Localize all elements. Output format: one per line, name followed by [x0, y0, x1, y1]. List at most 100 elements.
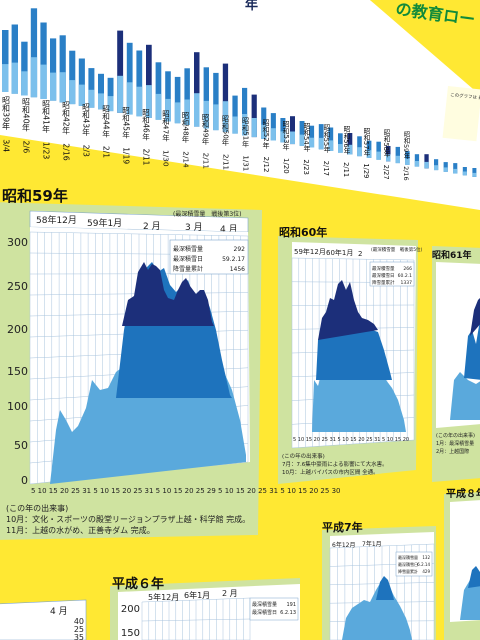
- col-label-h7-jan: 7年1月: [362, 540, 382, 548]
- top-strip-bar-lower: [146, 85, 152, 118]
- top-strip-bar: [309, 125, 315, 148]
- stat-h7-label-date: 最深積雪日: [398, 561, 418, 567]
- panel-showa59-stats-box: [169, 239, 249, 275]
- top-strip-bar: [126, 42, 133, 115]
- y-tick-300: 300: [7, 236, 28, 249]
- top-strip-bar: [443, 162, 448, 172]
- top-strip-date-label: 2/11: [202, 153, 211, 169]
- top-strip-bar-lower: [107, 96, 114, 112]
- top-strip-bar-lower: [472, 172, 477, 177]
- top-strip-date-label: 2/6: [22, 141, 31, 154]
- event-s61-line-1: 1月：最深積雪量: [436, 440, 474, 447]
- top-strip-year-label: 昭和56年: [342, 126, 350, 156]
- top-strip-bar-lower: [462, 171, 467, 176]
- top-strip-bar-lower: [434, 165, 439, 171]
- top-strip-year-label: 昭和39年: [2, 96, 11, 131]
- panel-bottom-left-frame: [0, 599, 87, 640]
- event-line-1: 10月：文化・スポーツの殿堂リージョンプラザ上越・科学館 完成。: [6, 514, 250, 524]
- top-strip-year-label: 昭和40年: [21, 98, 30, 133]
- top-strip-bar-lower: [136, 86, 143, 117]
- stat-h6-value-date: 6.2.13: [280, 610, 296, 616]
- top-strip-bar-lower: [165, 98, 171, 122]
- top-strip-date-label: 2/11: [222, 154, 231, 170]
- col-label-s60-dec: 59年12月: [294, 247, 326, 256]
- col-label-s60-jan: 60年1月: [326, 248, 353, 257]
- top-strip-bar: [242, 87, 248, 136]
- top-strip-bar: [251, 94, 257, 138]
- top-strip-date-label: 2/1: [102, 146, 111, 158]
- snow-area-s61-light: [450, 372, 480, 420]
- stat-s60-value-date: 60.2.1: [398, 273, 412, 279]
- panel-heisei7-stats-box: [395, 551, 433, 577]
- stat-value-date: 59.2.17: [222, 256, 245, 263]
- top-strip-bar-lower: [280, 131, 286, 143]
- col-label-jan: 59年1月: [87, 217, 122, 229]
- top-strip-year-label: 昭和49年: [202, 114, 211, 146]
- event-s60-line-2: 10月：上越バイパスの市内区間 全通。: [282, 468, 379, 476]
- top-strip-bar-lower: [78, 84, 85, 106]
- y-tick-50: 50: [14, 439, 28, 452]
- top-strip-bar: [270, 113, 276, 141]
- top-strip-bar: [21, 41, 28, 96]
- top-strip-bar-lower: [155, 93, 162, 120]
- stat-h6-value-depth: 191: [286, 602, 296, 608]
- top-strip-bar-lower: [386, 154, 391, 162]
- top-strip-bar: [347, 133, 353, 155]
- legend-title-s60: (最深積雪量 戦後第5位): [371, 246, 423, 253]
- panel-showa60-title: 昭和60年: [279, 225, 327, 239]
- panel-heisei7: 平成7年 6年12月 7年1月 最深積雪量 132 最深積雪日 6.2.14 降…: [322, 520, 436, 640]
- top-strip-bar-lower: [299, 134, 305, 146]
- top-strip-bar-lower: [21, 71, 28, 96]
- top-strip-year-label: 昭和47年: [161, 110, 170, 143]
- grid-line-horizontal: [29, 231, 249, 237]
- top-strip-bar-lower: [50, 72, 57, 101]
- grid-line-horizontal: [291, 257, 415, 261]
- top-strip-bar-lower: [357, 147, 362, 157]
- top-strip-bar-lower: [261, 124, 267, 139]
- top-strip-bar: [146, 44, 152, 118]
- col-label-h6-dec: 5年12月: [148, 592, 179, 602]
- top-strip-bar: [357, 136, 362, 157]
- top-strip-bar-lower: [232, 116, 238, 134]
- snow-area-s60-dark: [318, 280, 378, 340]
- top-strip-bar: [213, 72, 219, 131]
- panel-heisei7-title: 平成7年: [322, 520, 363, 534]
- top-strip-date-label: 1/29: [362, 163, 370, 178]
- legend-title: (最深積雪量 戦後第3位): [173, 210, 242, 218]
- top-strip-bar: [434, 159, 439, 171]
- col-label-apr: 4 月: [220, 224, 238, 235]
- top-strip-bar: [40, 22, 47, 99]
- top-strip-year-label: 昭和51年: [242, 117, 251, 148]
- top-strip-bars: [2, 8, 477, 177]
- stat-s60-label-total: 降雪量累計: [372, 279, 395, 286]
- event-s60-heading: (この年の出来事): [282, 452, 325, 460]
- top-strip-bar: [472, 168, 477, 177]
- top-strip-bar: [69, 50, 76, 105]
- panel-heisei6-title: 平成６年: [112, 576, 164, 592]
- top-strip-bar: [174, 76, 181, 124]
- top-strip-bar-lower: [98, 93, 104, 110]
- snow-area-h8-mid: [468, 566, 480, 588]
- top-strip-bar: [386, 146, 391, 162]
- top-strip-bar-lower: [117, 75, 124, 113]
- stat-h7-label-total: 降雪量累計: [398, 568, 418, 574]
- top-strip-bar: [290, 116, 295, 145]
- top-strip-bar: [222, 63, 229, 132]
- top-strip-date-label: 2/3: [82, 145, 91, 157]
- top-strip-year-label: 昭和46年: [141, 108, 150, 142]
- top-strip-year-label: 昭和57年: [362, 127, 370, 157]
- top-strip-bar: [194, 52, 200, 127]
- top-strip-bar: [462, 167, 467, 176]
- top-strip-bar: [107, 77, 114, 112]
- panel-showa61-title: 昭和61年: [432, 249, 472, 261]
- top-strip-bar-lower: [405, 158, 410, 165]
- panel-showa59-x-ticks: 5 10 15 20 25 31 5 10 15 20 25 31 5 10 1…: [31, 487, 340, 495]
- grid-line-horizontal: [141, 618, 251, 622]
- top-strip-bar-lower: [318, 137, 324, 150]
- top-strip: 昭和39年 3/4 昭和40年 2/6 昭和41年 1/23 昭和42年 2/16 昭和43年 2…: [0, 0, 480, 210]
- top-strip-bar-lower: [59, 72, 66, 103]
- top-strip-year-label: 昭和54年: [302, 122, 310, 153]
- col-label-mar: 3 月: [185, 222, 203, 233]
- top-strip-bar: [366, 140, 372, 158]
